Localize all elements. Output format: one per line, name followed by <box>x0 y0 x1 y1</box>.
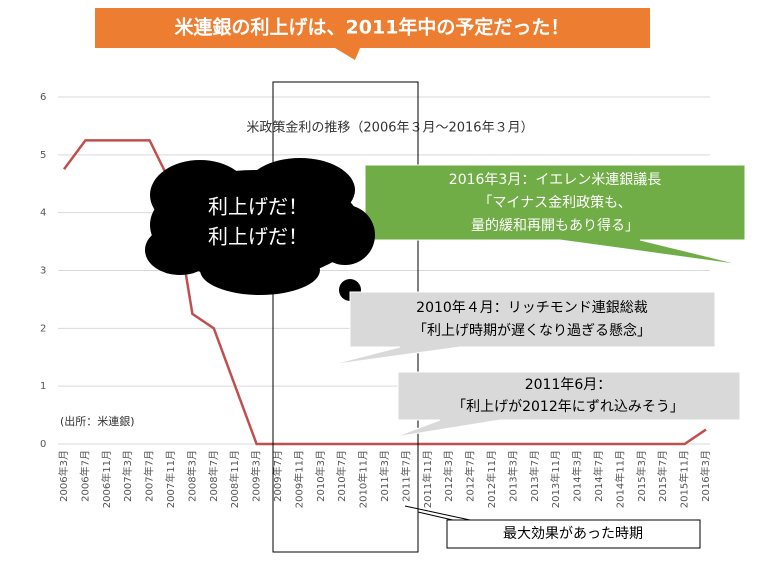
callout-text: 「利上げが2012年にずれ込みそう」 <box>452 399 684 415</box>
x-tick-label: 2007年7月 <box>143 450 156 502</box>
x-tick-label: 2013年3月 <box>506 450 519 502</box>
callout-text: 「マイナス金利政策も、 <box>478 194 631 211</box>
x-tick-label: 2014年7月 <box>592 450 605 502</box>
x-tick-label: 2011年3月 <box>378 450 391 502</box>
gray-callout <box>329 291 716 366</box>
cloud-text: 利上げだ！ <box>208 195 308 219</box>
x-tick-label: 2012年11月 <box>485 450 498 508</box>
y-tick-label: 5 <box>40 150 46 161</box>
x-tick-label: 2011年7月 <box>399 450 412 502</box>
x-tick-label: 2010年3月 <box>314 450 327 502</box>
period-label: 最大効果があった時期 <box>503 526 643 542</box>
x-tick-label: 2014年3月 <box>571 450 584 502</box>
x-tick-label: 2007年11月 <box>164 450 177 508</box>
y-tick-label: 6 <box>40 92 46 103</box>
y-tick-label: 1 <box>40 381 46 392</box>
cloud-text: 利上げだ！ <box>208 225 308 249</box>
x-tick-label: 2006年3月 <box>57 450 70 502</box>
chart-title: 米政策金利の推移（2006年３月～2016年３月） <box>246 120 533 136</box>
source-note: (出所：米連銀) <box>60 414 135 428</box>
x-tick-label: 2009年3月 <box>250 450 263 502</box>
green-callout <box>364 164 746 266</box>
x-tick-label: 2008年3月 <box>185 450 198 502</box>
callout-text: 2011年6月： <box>525 377 612 393</box>
y-tick-label: 4 <box>40 208 46 219</box>
callout-text: 「利上げ時期が遅くなり過ぎる懸念」 <box>413 322 651 339</box>
x-tick-label: 2012年3月 <box>442 450 455 502</box>
y-tick-label: 3 <box>40 266 46 277</box>
x-tick-label: 2015年11月 <box>678 450 691 508</box>
x-tick-label: 2006年11月 <box>100 450 113 508</box>
x-tick-label: 2015年3月 <box>635 450 648 502</box>
x-tick-label: 2014年11月 <box>613 450 626 508</box>
x-tick-label: 2007年3月 <box>121 450 134 502</box>
x-tick-label: 2015年7月 <box>656 450 669 502</box>
callout-text: 2010年４月：リッチモンド連銀総裁 <box>416 300 648 316</box>
gray-callout <box>394 371 741 438</box>
pointer-line <box>404 505 471 521</box>
banner-box <box>95 8 650 60</box>
x-tick-label: 2016年3月 <box>699 450 712 502</box>
x-tick-label: 2008年11月 <box>228 450 241 508</box>
x-tick-label: 2009年7月 <box>271 450 284 502</box>
thought-cloud <box>145 158 384 315</box>
x-tick-label: 2011年11月 <box>421 450 434 508</box>
x-tick-label: 2009年11月 <box>292 450 305 508</box>
x-tick-label: 2006年7月 <box>78 450 91 502</box>
y-tick-label: 2 <box>40 323 46 334</box>
x-tick-label: 2010年7月 <box>335 450 348 502</box>
banner-text: 米連銀の利上げは、2011年中の予定だった！ <box>175 16 570 39</box>
period-label-box <box>446 519 701 549</box>
callout-text: 2016年3月：イエレン米連銀議長 <box>449 171 661 188</box>
x-tick-label: 2012年7月 <box>464 450 477 502</box>
x-tick-label: 2013年7月 <box>528 450 541 502</box>
y-tick-label: 0 <box>40 439 46 450</box>
x-tick-label: 2010年11月 <box>357 450 370 508</box>
x-tick-label: 2013年11月 <box>549 450 562 508</box>
x-tick-label: 2008年7月 <box>207 450 220 502</box>
callout-text: 量的緩和再開もあり得る」 <box>471 217 639 234</box>
